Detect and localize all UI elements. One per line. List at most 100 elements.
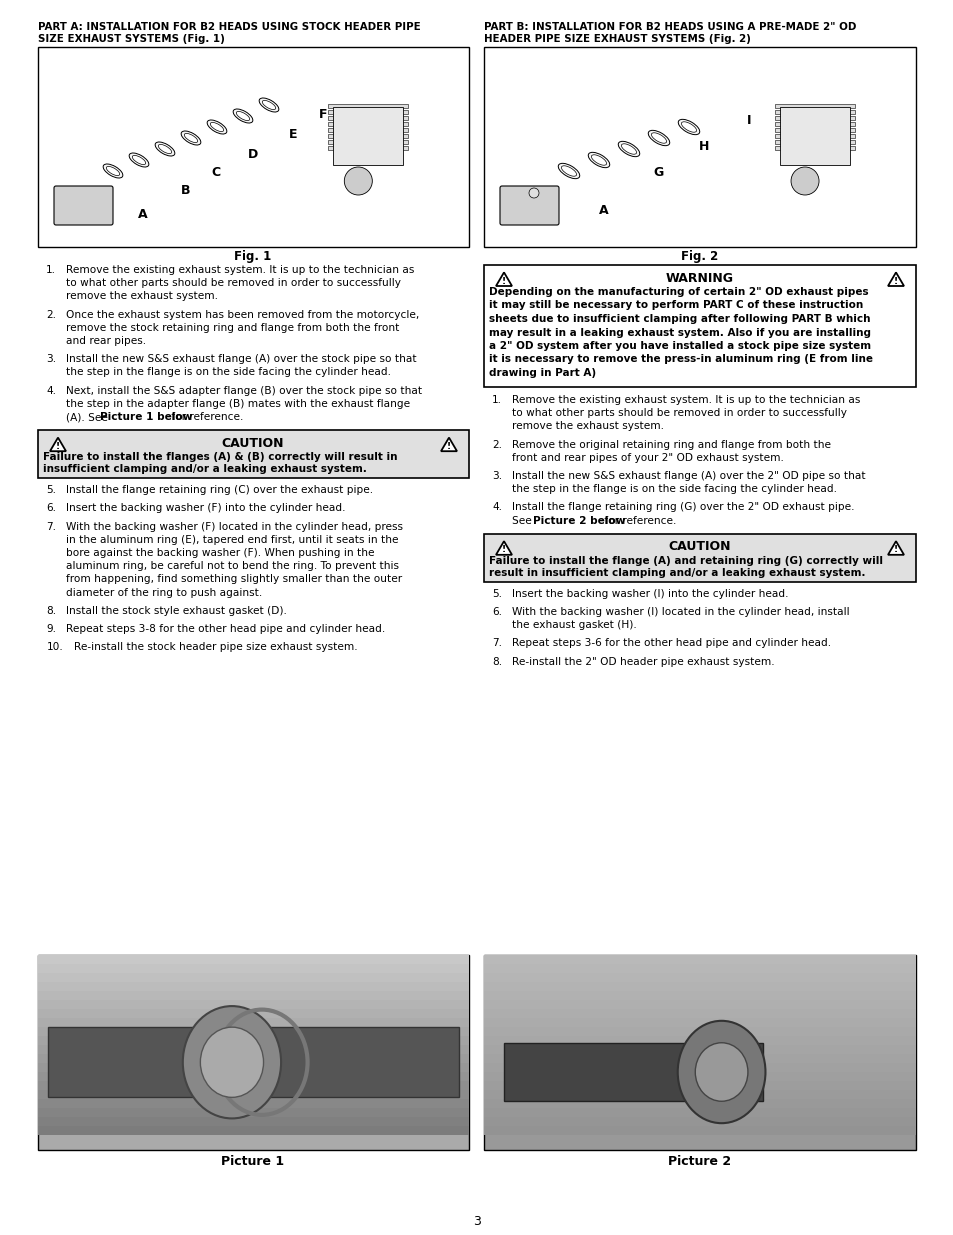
- Text: 4.: 4.: [492, 503, 501, 513]
- Text: Fig. 2: Fig. 2: [680, 249, 718, 263]
- Bar: [774, 122, 854, 126]
- Text: A: A: [598, 205, 608, 217]
- Text: for reference.: for reference.: [168, 412, 243, 422]
- Text: G: G: [653, 167, 663, 179]
- Text: to what other parts should be removed in order to successfully: to what other parts should be removed in…: [66, 278, 400, 288]
- Text: 5.: 5.: [492, 589, 501, 599]
- Text: H: H: [699, 141, 708, 153]
- Polygon shape: [887, 541, 903, 555]
- Bar: [483, 1126, 915, 1135]
- Text: Depending on the manufacturing of certain 2" OD exhaust pipes: Depending on the manufacturing of certai…: [489, 287, 868, 296]
- Bar: [483, 955, 915, 1150]
- Text: the step in the flange is on the side facing the cylinder head.: the step in the flange is on the side fa…: [512, 484, 836, 494]
- Text: Failure to install the flange (A) and retaining ring (G) correctly will: Failure to install the flange (A) and re…: [489, 556, 882, 566]
- Bar: [774, 104, 854, 107]
- Text: HEADER PIPE SIZE EXHAUST SYSTEMS (Fig. 2): HEADER PIPE SIZE EXHAUST SYSTEMS (Fig. 2…: [483, 35, 750, 44]
- Bar: [483, 1018, 915, 1028]
- Ellipse shape: [695, 1042, 747, 1102]
- Bar: [774, 140, 854, 144]
- Ellipse shape: [588, 152, 609, 168]
- Text: Install the new S&S exhaust flange (A) over the stock pipe so that: Install the new S&S exhaust flange (A) o…: [66, 354, 416, 364]
- Bar: [328, 116, 408, 120]
- Text: With the backing washer (F) located in the cylinder head, press: With the backing washer (F) located in t…: [66, 521, 402, 531]
- Bar: [328, 110, 408, 114]
- Bar: [483, 1053, 915, 1063]
- Bar: [483, 965, 915, 973]
- Bar: [483, 1009, 915, 1018]
- Text: Picture 2: Picture 2: [668, 1155, 731, 1168]
- Text: drawing in Part A): drawing in Part A): [489, 368, 596, 378]
- Ellipse shape: [651, 133, 666, 143]
- Text: 6.: 6.: [46, 504, 56, 514]
- Bar: [774, 116, 854, 120]
- Ellipse shape: [103, 164, 123, 178]
- Ellipse shape: [132, 156, 146, 164]
- Ellipse shape: [106, 167, 119, 175]
- Bar: [483, 1063, 915, 1072]
- Text: !: !: [893, 546, 897, 555]
- Bar: [483, 1036, 915, 1045]
- Ellipse shape: [233, 109, 253, 124]
- Text: 7.: 7.: [492, 638, 501, 648]
- Text: for reference.: for reference.: [600, 515, 676, 526]
- Text: 1.: 1.: [46, 266, 56, 275]
- Ellipse shape: [158, 144, 172, 153]
- Text: diameter of the ring to push against.: diameter of the ring to push against.: [66, 588, 262, 598]
- Bar: [328, 104, 408, 107]
- Ellipse shape: [184, 133, 197, 142]
- Text: the step in the flange is on the side facing the cylinder head.: the step in the flange is on the side fa…: [66, 367, 391, 378]
- Text: Install the stock style exhaust gasket (D).: Install the stock style exhaust gasket (…: [66, 606, 287, 616]
- Text: C: C: [212, 167, 220, 179]
- Bar: [38, 430, 469, 478]
- Text: SIZE EXHAUST SYSTEMS (Fig. 1): SIZE EXHAUST SYSTEMS (Fig. 1): [38, 35, 225, 44]
- Bar: [38, 1063, 469, 1072]
- Bar: [38, 1116, 469, 1126]
- Bar: [38, 1108, 469, 1116]
- Text: 1.: 1.: [492, 395, 501, 405]
- Text: 4.: 4.: [46, 385, 56, 395]
- Bar: [483, 47, 915, 247]
- Bar: [483, 1081, 915, 1091]
- Text: Picture 1 below: Picture 1 below: [100, 412, 193, 422]
- Polygon shape: [50, 437, 66, 451]
- Bar: [38, 1081, 469, 1091]
- Text: from happening, find something slightly smaller than the outer: from happening, find something slightly …: [66, 574, 402, 584]
- Text: See: See: [512, 515, 535, 526]
- Polygon shape: [496, 541, 512, 555]
- Text: CAUTION: CAUTION: [668, 540, 731, 553]
- Bar: [38, 1028, 469, 1036]
- Bar: [38, 965, 469, 973]
- Text: B: B: [181, 184, 191, 198]
- Text: 10.: 10.: [48, 642, 64, 652]
- Ellipse shape: [678, 120, 699, 135]
- Bar: [38, 1126, 469, 1135]
- Bar: [774, 110, 854, 114]
- Text: !: !: [501, 546, 505, 555]
- Bar: [38, 982, 469, 990]
- Bar: [38, 47, 469, 247]
- Text: PART A: INSTALLATION FOR B2 HEADS USING STOCK HEADER PIPE: PART A: INSTALLATION FOR B2 HEADS USING …: [38, 22, 420, 32]
- Bar: [38, 1091, 469, 1099]
- Bar: [38, 955, 469, 965]
- Bar: [483, 1028, 915, 1036]
- Text: 3.: 3.: [492, 471, 501, 480]
- Bar: [38, 1045, 469, 1053]
- Ellipse shape: [200, 1028, 263, 1098]
- Text: sheets due to insufficient clamping after following PART B which: sheets due to insufficient clamping afte…: [489, 314, 869, 324]
- Text: Next, install the S&S adapter flange (B) over the stock pipe so that: Next, install the S&S adapter flange (B)…: [66, 385, 421, 395]
- Text: CAUTION: CAUTION: [221, 437, 284, 450]
- Text: the step in the adapter flange (B) mates with the exhaust flange: the step in the adapter flange (B) mates…: [66, 399, 410, 409]
- Ellipse shape: [648, 131, 669, 146]
- Bar: [483, 1108, 915, 1116]
- Text: 9.: 9.: [46, 624, 56, 634]
- Bar: [483, 990, 915, 1000]
- Text: remove the stock retaining ring and flange from both the front: remove the stock retaining ring and flan…: [66, 322, 399, 332]
- Text: 6.: 6.: [492, 606, 501, 618]
- Text: Remove the existing exhaust system. It is up to the technician as: Remove the existing exhaust system. It i…: [512, 395, 860, 405]
- Bar: [38, 955, 469, 1150]
- Text: to what other parts should be removed in order to successfully: to what other parts should be removed in…: [512, 409, 846, 419]
- Circle shape: [344, 167, 372, 195]
- Ellipse shape: [591, 154, 606, 165]
- Text: 3: 3: [473, 1215, 480, 1228]
- Text: bore against the backing washer (F). When pushing in the: bore against the backing washer (F). Whe…: [66, 548, 375, 558]
